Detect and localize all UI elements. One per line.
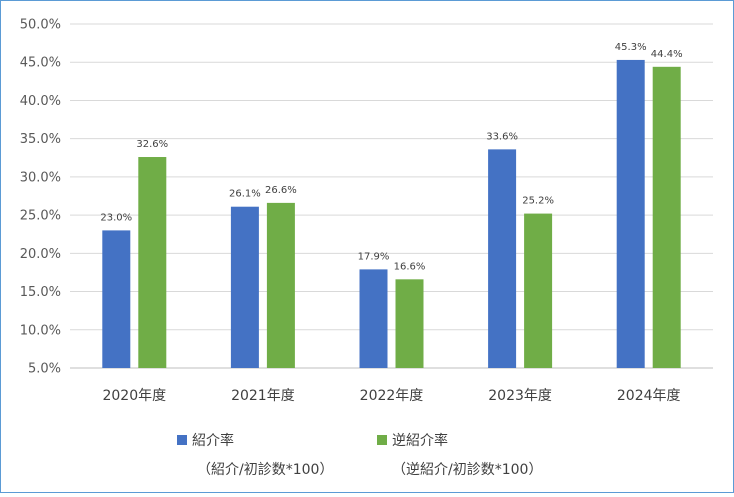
data-labels: 23.0% 32.6% 26.1% 26.6% 17.9% 16.6% 33.6% 25.2%… (100, 42, 682, 272)
data-label: 16.6% (394, 261, 426, 272)
y-tick-label: 30.0% (20, 170, 61, 185)
bar-shoukai-2[interactable] (359, 269, 388, 368)
y-tick-label: 25.0% (20, 209, 61, 224)
y-tick-label: 5.0% (28, 362, 61, 377)
legend-swatch-series-0 (177, 435, 187, 445)
bar-gyaku-shoukai-3[interactable] (524, 213, 553, 368)
legend: 紹介率 （紹介/初診数*100） 逆紹介率 （逆紹介/初診数*100） (177, 432, 542, 478)
legend-label-series-0: 紹介率 (192, 432, 234, 449)
x-tick-label: 2024年度 (617, 388, 681, 404)
y-tick-label: 35.0% (20, 132, 61, 147)
legend-note-series-0: （紹介/初診数*100） (197, 461, 333, 478)
gridlines (70, 23, 713, 369)
legend-note-series-1: （逆紹介/初診数*100） (392, 461, 542, 478)
bar-gyaku-shoukai-1[interactable] (266, 202, 295, 368)
data-label: 32.6% (136, 139, 168, 150)
data-label: 26.6% (265, 185, 297, 196)
data-label: 25.2% (522, 196, 554, 207)
data-label: 45.3% (615, 42, 647, 53)
x-axis: 2020年度 2021年度 2022年度 2023年度 2024年度 (102, 388, 680, 404)
y-tick-label: 50.0% (20, 18, 61, 33)
legend-item-series-0[interactable]: 紹介率 （紹介/初診数*100） (177, 432, 333, 478)
bar-shoukai-3[interactable] (488, 149, 517, 368)
data-label: 17.9% (358, 251, 390, 262)
x-tick-label: 2022年度 (360, 388, 424, 404)
bar-gyaku-shoukai-2[interactable] (395, 279, 424, 368)
x-tick-label: 2021年度 (231, 388, 295, 404)
data-label: 23.0% (100, 212, 132, 223)
data-label: 44.4% (651, 49, 683, 60)
legend-label-series-1: 逆紹介率 (392, 432, 448, 449)
bar-gyaku-shoukai-0[interactable] (138, 157, 167, 368)
x-tick-label: 2020年度 (102, 388, 166, 404)
bar-gyaku-shoukai-4[interactable] (652, 66, 681, 368)
y-axis: 5.0% 10.0% 15.0% 20.0% 25.0% 30.0% 35.0% 40.0% 4… (20, 18, 61, 377)
legend-swatch-series-1 (377, 435, 387, 445)
legend-item-series-1[interactable]: 逆紹介率 （逆紹介/初診数*100） (377, 432, 542, 478)
y-tick-label: 20.0% (20, 247, 61, 262)
bar-shoukai-4[interactable] (616, 59, 645, 368)
y-tick-label: 40.0% (20, 94, 61, 109)
y-tick-label: 45.0% (20, 56, 61, 71)
y-tick-label: 10.0% (20, 323, 61, 338)
x-tick-label: 2023年度 (488, 388, 552, 404)
bar-shoukai-1[interactable] (230, 206, 259, 368)
y-tick-label: 15.0% (20, 285, 61, 300)
bar-shoukai-0[interactable] (102, 230, 131, 368)
bars (102, 59, 681, 368)
data-label: 26.1% (229, 189, 261, 200)
data-label: 33.6% (486, 131, 518, 142)
